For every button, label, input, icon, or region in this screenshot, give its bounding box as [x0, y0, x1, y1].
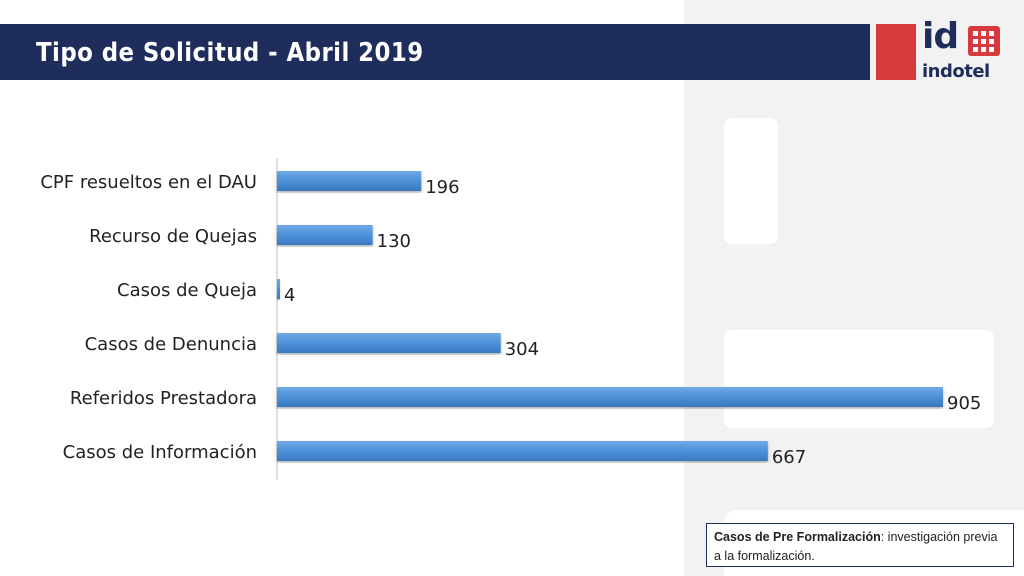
logo-mark: id: [922, 16, 959, 57]
logo-grid-icon: [968, 26, 1000, 56]
note-text: : investigación previa a la formalizació…: [714, 530, 998, 563]
bar: [277, 441, 768, 461]
value-label: 304: [505, 339, 539, 360]
category-label: Referidos Prestadora: [70, 388, 257, 409]
value-label: 196: [425, 177, 459, 198]
category-label: CPF resueltos en el DAU: [40, 172, 257, 193]
logo-red-block: [876, 24, 916, 80]
bar: [277, 279, 280, 299]
value-label: 4: [284, 285, 295, 306]
note-label: Casos de Pre Formalización: [714, 530, 881, 544]
slide-title: Tipo de Solicitud - Abril 2019: [36, 38, 424, 68]
bar: [277, 171, 422, 191]
category-label: Casos de Denuncia: [85, 334, 257, 355]
bar: [277, 333, 501, 353]
background-decoration: [724, 330, 994, 428]
logo-wordmark: indotel: [922, 61, 990, 82]
value-label: 130: [377, 231, 411, 252]
category-label: Casos de Queja: [117, 280, 257, 301]
category-label: Casos de Información: [63, 442, 257, 463]
bar: [277, 387, 943, 407]
value-label: 905: [947, 393, 981, 414]
background-decoration: [724, 118, 778, 244]
bar: [277, 225, 373, 245]
note-box: Casos de Pre Formalización: investigació…: [706, 523, 1014, 567]
title-bar: [0, 24, 870, 80]
category-label: Recurso de Quejas: [89, 226, 257, 247]
value-label: 667: [772, 447, 806, 468]
background-panel: [684, 0, 1024, 576]
